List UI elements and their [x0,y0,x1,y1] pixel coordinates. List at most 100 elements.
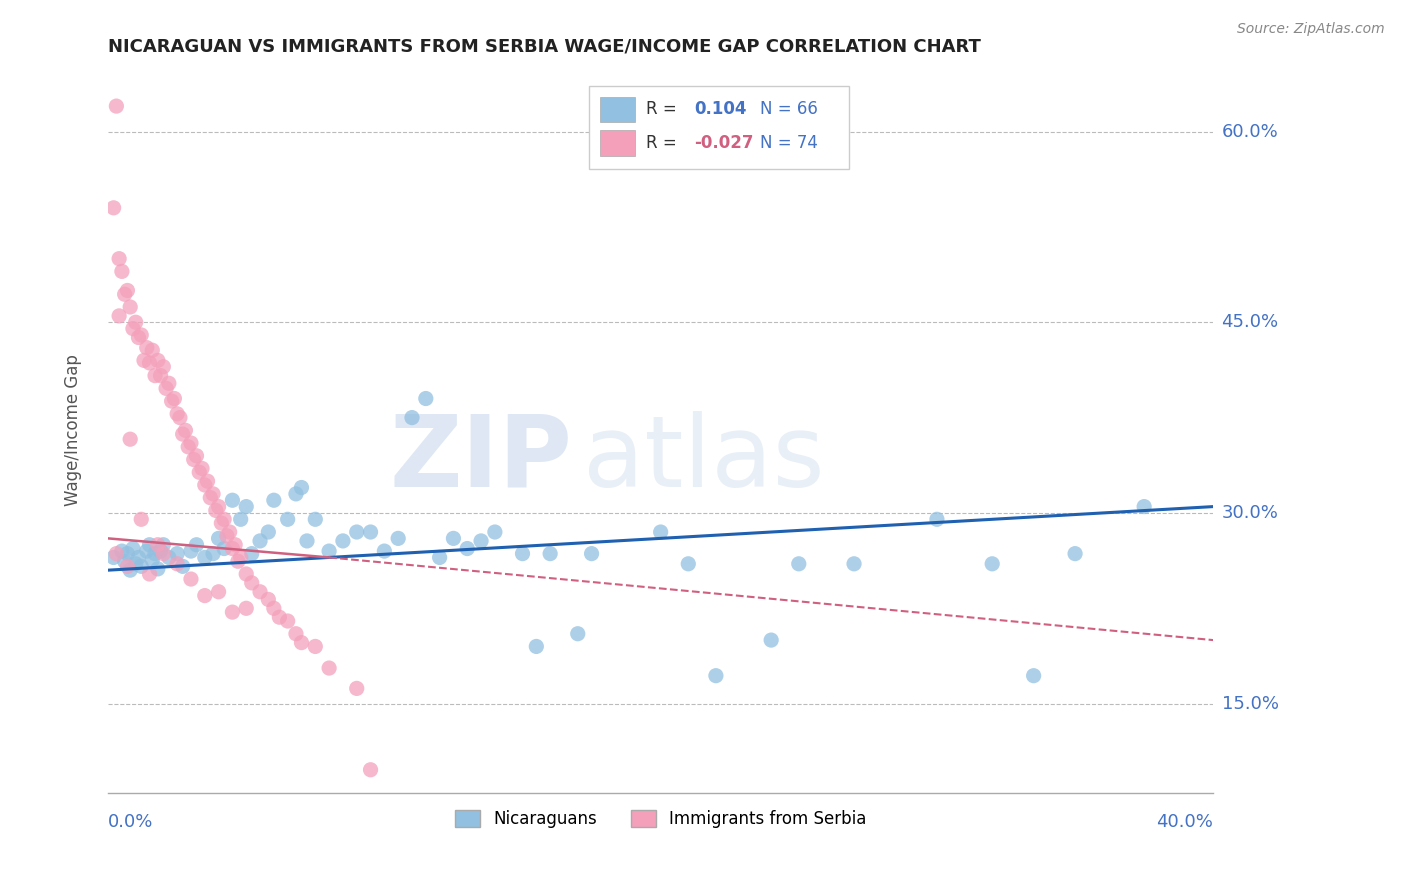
FancyBboxPatch shape [589,87,849,169]
Point [129,328,152,343]
Point [197,474,219,488]
Point [117,284,139,298]
Point [166,547,188,561]
Text: atlas: atlas [583,411,825,508]
Point [149,368,172,383]
Point [538,547,561,561]
Point [129,512,152,526]
Point [108,309,131,323]
Point [132,353,155,368]
Point [207,584,229,599]
Point [149,544,172,558]
Point [842,557,865,571]
Point [318,544,340,558]
Point [524,640,547,654]
Text: ZIP: ZIP [389,411,572,508]
Point [269,610,291,624]
Point [177,440,200,454]
Point [122,541,145,556]
Point [103,201,125,215]
Text: 0.104: 0.104 [693,100,747,119]
Point [229,550,252,565]
Point [373,544,395,558]
Point [141,343,163,358]
Point [277,614,299,628]
Point [212,512,235,526]
Point [360,763,382,777]
Point [209,516,232,530]
Point [146,538,169,552]
Text: Wage/Income Gap: Wage/Income Gap [63,354,82,507]
Text: N = 66: N = 66 [761,100,818,119]
Point [111,544,134,558]
Point [191,461,214,475]
Point [125,557,148,571]
Text: NICARAGUAN VS IMMIGRANTS FROM SERBIA WAGE/INCOME GAP CORRELATION CHART: NICARAGUAN VS IMMIGRANTS FROM SERBIA WAG… [108,37,981,55]
Point [249,533,271,548]
Point [143,368,166,383]
Point [235,500,257,514]
Point [263,601,285,615]
Point [235,566,257,581]
Point [284,626,307,640]
Text: 40.0%: 40.0% [1156,813,1213,831]
Point [318,661,340,675]
Point [157,550,180,565]
Point [194,478,217,492]
Point [221,605,243,619]
Text: 60.0%: 60.0% [1222,122,1278,141]
Point [138,538,160,552]
Point [257,524,280,539]
Text: N = 74: N = 74 [761,134,818,152]
Point [135,544,157,558]
Point [120,432,142,446]
Point [205,503,228,517]
Point [290,481,312,495]
Text: R =: R = [647,100,682,119]
Point [346,524,368,539]
Point [332,533,354,548]
Text: 0.0%: 0.0% [108,813,153,831]
Point [235,601,257,615]
Point [172,559,194,574]
Point [304,512,326,526]
Point [981,557,1004,571]
Point [1064,547,1087,561]
Point [114,287,136,301]
Point [125,315,148,329]
Point [443,532,465,546]
Point [346,681,368,696]
Point [401,410,423,425]
Point [484,524,506,539]
Point [114,554,136,568]
Point [200,491,222,505]
Point [263,493,285,508]
Point [567,626,589,640]
Text: 30.0%: 30.0% [1222,504,1278,522]
Point [152,538,174,552]
Point [470,533,492,548]
FancyBboxPatch shape [600,97,636,122]
Point [759,633,782,648]
Point [221,493,243,508]
Point [207,532,229,546]
Point [166,407,188,421]
Point [257,592,280,607]
Point [135,341,157,355]
Point [194,550,217,565]
Point [186,449,208,463]
Text: 15.0%: 15.0% [1222,695,1278,713]
Point [304,640,326,654]
Point [360,524,382,539]
Point [650,524,672,539]
Point [138,566,160,581]
Point [141,553,163,567]
Point [240,547,263,561]
Point [105,99,128,113]
Point [429,550,451,565]
Point [249,584,271,599]
Point [146,562,169,576]
Point [194,589,217,603]
Point [163,392,186,406]
Point [127,550,149,565]
